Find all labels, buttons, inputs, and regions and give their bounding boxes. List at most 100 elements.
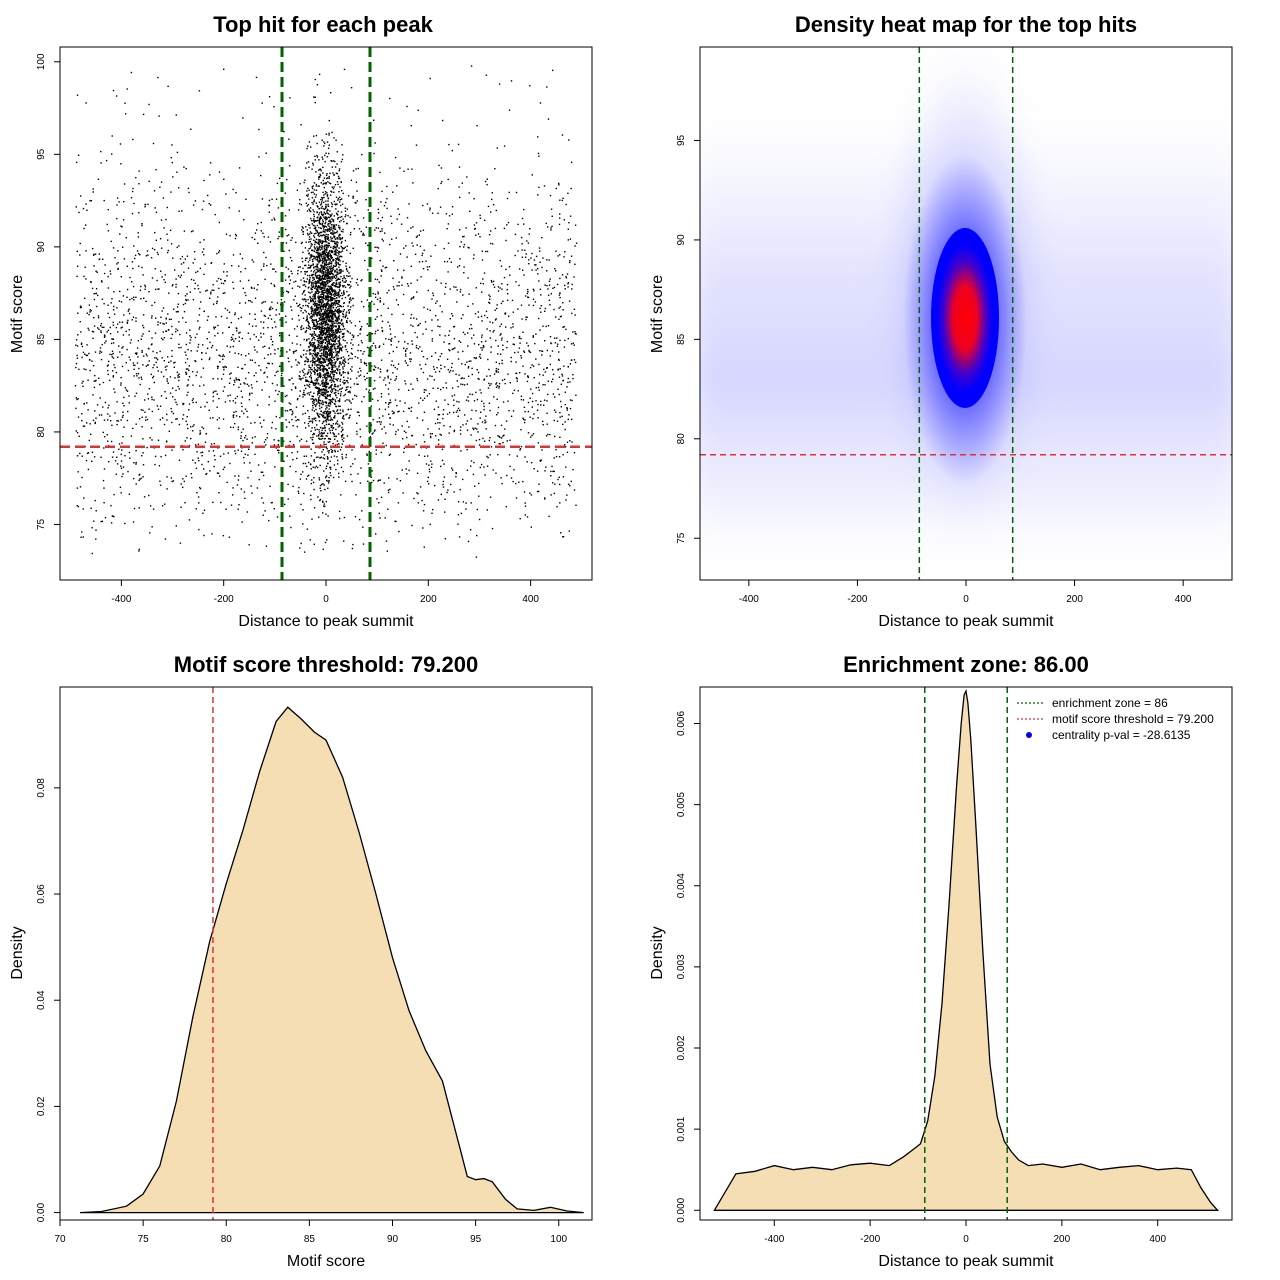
scatter-point (404, 350, 407, 352)
scatter-point (222, 418, 225, 420)
scatter-point (314, 429, 316, 431)
scatter-point (323, 369, 325, 371)
scatter-point (340, 204, 342, 207)
scatter-point (572, 468, 574, 471)
scatter-point (458, 265, 461, 267)
scatter-point (546, 86, 548, 88)
scatter-point (322, 274, 325, 276)
scatter-point (539, 307, 541, 310)
scatter-point (358, 375, 360, 377)
scatter-point (505, 239, 507, 242)
scatter-point (189, 329, 191, 331)
scatter-point (124, 387, 127, 389)
scatter-point (314, 248, 316, 250)
scatter-point (428, 393, 431, 395)
scatter-point (126, 348, 128, 351)
scatter-point (567, 286, 569, 288)
scatter-point (498, 387, 500, 389)
scatter-point (313, 233, 316, 235)
scatter-point (318, 218, 321, 220)
scatter-point (235, 377, 237, 379)
scatter-point (487, 205, 490, 208)
scatter-point (112, 247, 115, 249)
scatter-point (366, 299, 368, 301)
scatter-point (572, 377, 574, 380)
scatter-point (86, 312, 88, 314)
scatter-point (518, 268, 521, 270)
scatter-point (194, 462, 196, 464)
scatter-point (499, 259, 501, 262)
scatter-point (318, 389, 320, 392)
scatter-point (133, 462, 135, 464)
scatter-point (175, 283, 177, 286)
scatter-point (310, 376, 312, 378)
scatter-point (283, 131, 285, 133)
scatter-point (130, 435, 133, 437)
scatter-point (542, 374, 544, 376)
scatter-point (375, 330, 377, 333)
scatter-point (182, 262, 185, 264)
scatter-point (397, 269, 399, 271)
scatter-point (532, 365, 535, 367)
scatter-point (406, 217, 409, 219)
scatter-point (340, 494, 342, 496)
scatter-point (382, 415, 384, 417)
scatter-point (323, 141, 325, 143)
scatter-point (473, 198, 475, 200)
scatter-point (537, 267, 539, 270)
scatter-point (434, 352, 437, 354)
scatter-point (337, 323, 339, 325)
scatter-point (451, 313, 453, 315)
scatter-point (103, 199, 105, 202)
scatter-point (317, 340, 320, 343)
scatter-point (381, 216, 384, 219)
scatter-point (108, 360, 110, 363)
scatter-point (329, 310, 331, 312)
scatter-point (352, 398, 354, 400)
scatter-point (339, 371, 341, 373)
scatter-point (306, 278, 308, 280)
scatter-point (177, 292, 180, 295)
scatter-point (225, 508, 227, 510)
scatter-point (150, 373, 152, 376)
scatter-point (575, 242, 578, 244)
scatter-point (340, 431, 343, 433)
scatter-point (537, 273, 539, 275)
scatter-point (328, 318, 331, 320)
scatter-point (320, 336, 322, 338)
scatter-point (85, 354, 87, 357)
scatter-point (521, 243, 523, 245)
scatter-point (290, 526, 292, 529)
scatter-point (95, 538, 97, 540)
scatter-point (214, 459, 216, 461)
scatter-point (238, 265, 240, 267)
scatter-point (521, 249, 523, 251)
scatter-point (330, 226, 332, 228)
scatter-point (401, 469, 403, 471)
scatter-point (317, 274, 319, 277)
scatter-point (463, 235, 465, 238)
scatter-point (312, 358, 314, 360)
scatter-point (271, 421, 274, 424)
scatter-point (216, 252, 218, 255)
scatter-point (203, 248, 205, 250)
scatter-point (131, 281, 133, 283)
scatter-point (331, 276, 334, 278)
scatter-point (164, 366, 167, 368)
scatter-point (239, 302, 241, 304)
scatter-point (329, 441, 331, 443)
scatter-point (333, 348, 336, 350)
scatter-point (310, 254, 313, 256)
scatter-point (115, 95, 118, 97)
scatter-point (332, 313, 334, 316)
scatter-point (547, 380, 549, 382)
scatter-point (330, 426, 332, 428)
scatter-point (232, 345, 234, 348)
scatter-point (209, 470, 211, 472)
scatter-point (309, 352, 311, 354)
scatter-point (145, 416, 147, 418)
scatter-point (349, 357, 351, 360)
scatter-point (226, 271, 228, 273)
scatter-point (297, 266, 300, 268)
scatter-point (313, 250, 315, 252)
